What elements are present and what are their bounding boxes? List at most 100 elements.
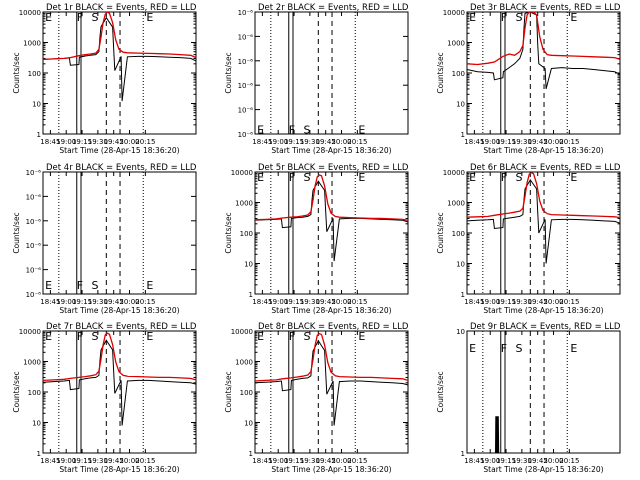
y-axis-label: Counts/sec bbox=[12, 371, 21, 412]
y-tick-label: 100 bbox=[28, 70, 41, 78]
y-axis-label: Counts/sec bbox=[12, 52, 21, 93]
phase-marker-S: S bbox=[516, 171, 523, 184]
x-tick-label: 19:30 bbox=[88, 298, 108, 306]
x-tick-label: 20:15 bbox=[347, 457, 367, 465]
x-tick-label: 20:00 bbox=[331, 457, 351, 465]
panel-title: Det 2r BLACK = Events, RED = LLD bbox=[258, 3, 409, 13]
x-axis-label: Start Time (28-Apr-15 18:36:20) bbox=[483, 146, 603, 155]
y-tick-label: 1 bbox=[249, 291, 253, 299]
x-tick-label: 18:45 bbox=[252, 138, 272, 146]
series-events-line bbox=[254, 180, 409, 262]
series-lld-line bbox=[42, 332, 197, 382]
panel-title: Det 4r BLACK = Events, RED = LLD bbox=[46, 163, 197, 173]
series-events-line bbox=[254, 339, 409, 426]
x-tick-label: 19:00 bbox=[56, 138, 76, 146]
x-tick-label: 20:15 bbox=[135, 457, 155, 465]
y-tick-label: 100 bbox=[240, 389, 253, 397]
y-axis-label: Counts/sec bbox=[436, 52, 445, 93]
x-tick-label: 20:15 bbox=[559, 138, 579, 146]
x-tick-label: 19:30 bbox=[512, 138, 532, 146]
phase-marker-E: E bbox=[469, 171, 476, 184]
y-tick-label: 1 bbox=[37, 450, 41, 458]
series-lld-line bbox=[42, 11, 197, 61]
x-tick-label: 19:15 bbox=[496, 298, 516, 306]
x-axis-label: Start Time (28-Apr-15 18:36:20) bbox=[271, 306, 391, 315]
y-tick-label: 1000 bbox=[235, 359, 253, 367]
phase-marker-S: S bbox=[92, 279, 99, 292]
y-tick-label: 10⁻⁶ bbox=[238, 131, 254, 139]
panel-title: Det 9r BLACK = Events, RED = LLD bbox=[470, 322, 621, 332]
plot-frame bbox=[254, 171, 409, 295]
x-tick-label: 20:00 bbox=[331, 298, 351, 306]
panel-det-4: Det 4r BLACK = Events, RED = LLD18:4519:… bbox=[12, 163, 197, 315]
x-tick-label: 19:15 bbox=[284, 138, 304, 146]
x-tick-label: 20:15 bbox=[135, 298, 155, 306]
y-axis-label: Counts/sec bbox=[224, 52, 233, 93]
phase-marker-S: S bbox=[304, 123, 311, 136]
x-tick-label: 19:45 bbox=[104, 298, 124, 306]
y-tick-label: 10000 bbox=[231, 328, 253, 336]
series-lld-line bbox=[254, 174, 409, 221]
x-tick-label: 19:15 bbox=[72, 138, 92, 146]
x-tick-label: 19:00 bbox=[268, 457, 288, 465]
panel-det-6: Det 6r BLACK = Events, RED = LLD18:4519:… bbox=[436, 163, 621, 315]
x-tick-label: 19:30 bbox=[512, 457, 532, 465]
y-tick-label: 1 bbox=[461, 131, 465, 139]
x-tick-label: 20:15 bbox=[347, 298, 367, 306]
y-tick-label: 1000 bbox=[23, 40, 41, 48]
x-tick-label: 19:00 bbox=[268, 138, 288, 146]
y-tick-label: 10⁻⁶ bbox=[238, 58, 254, 66]
y-axis-label: Counts/sec bbox=[436, 371, 445, 412]
x-tick-label: 19:45 bbox=[528, 457, 548, 465]
x-axis-label: Start Time (28-Apr-15 18:36:20) bbox=[271, 465, 391, 474]
y-tick-label: 10000 bbox=[19, 9, 41, 17]
phase-marker-E: E bbox=[358, 123, 365, 136]
panel-title: Det 6r BLACK = Events, RED = LLD bbox=[470, 163, 621, 173]
x-tick-label: 19:45 bbox=[528, 298, 548, 306]
x-tick-label: 18:45 bbox=[252, 298, 272, 306]
phase-marker-E: E bbox=[257, 171, 264, 184]
phase-marker-E: E bbox=[146, 11, 153, 24]
x-tick-label: 20:00 bbox=[543, 457, 563, 465]
phase-marker-S: S bbox=[92, 11, 99, 24]
x-tick-label: 19:30 bbox=[300, 298, 320, 306]
y-tick-label: 1 bbox=[461, 291, 465, 299]
phase-marker-F: F bbox=[77, 330, 83, 343]
y-tick-label: 1000 bbox=[235, 200, 253, 208]
x-tick-label: 20:15 bbox=[559, 457, 579, 465]
x-axis-label: Start Time (28-Apr-15 18:36:20) bbox=[271, 146, 391, 155]
panel-title: Det 3r BLACK = Events, RED = LLD bbox=[470, 3, 621, 13]
x-tick-label: 20:15 bbox=[347, 138, 367, 146]
y-tick-label: 10 bbox=[32, 101, 41, 109]
y-tick-label: 10⁻⁶ bbox=[26, 218, 42, 226]
panel-title: Det 8r BLACK = Events, RED = LLD bbox=[258, 322, 409, 332]
y-tick-label: 10⁻⁶ bbox=[238, 33, 254, 41]
phase-marker-E: E bbox=[570, 11, 577, 24]
y-tick-label: 10 bbox=[32, 420, 41, 428]
y-tick-label: 10⁻⁶ bbox=[238, 9, 254, 17]
plot-frame bbox=[466, 171, 621, 295]
x-tick-label: 19:15 bbox=[284, 298, 304, 306]
x-tick-label: 19:45 bbox=[316, 298, 336, 306]
phase-marker-F: F bbox=[289, 330, 295, 343]
y-tick-label: 1000 bbox=[23, 359, 41, 367]
x-tick-label: 18:45 bbox=[464, 138, 484, 146]
x-tick-label: 19:00 bbox=[56, 457, 76, 465]
phase-marker-F: F bbox=[77, 11, 83, 24]
plot-frame bbox=[42, 330, 197, 454]
y-tick-label: 1000 bbox=[447, 40, 465, 48]
panel-det-8: Det 8r BLACK = Events, RED = LLD18:4519:… bbox=[224, 322, 409, 474]
plot-frame bbox=[42, 171, 197, 295]
y-tick-label: 10000 bbox=[443, 169, 465, 177]
y-tick-label: 10⁻⁶ bbox=[26, 267, 42, 275]
y-axis-label: Counts/sec bbox=[224, 212, 233, 253]
series-lld-line bbox=[466, 11, 621, 66]
y-tick-label: 1 bbox=[461, 450, 465, 458]
phase-marker-E: E bbox=[358, 330, 365, 343]
x-tick-label: 19:45 bbox=[316, 457, 336, 465]
x-axis-label: Start Time (28-Apr-15 18:36:20) bbox=[59, 146, 179, 155]
y-tick-label: 10⁻⁶ bbox=[26, 242, 42, 250]
x-tick-label: 19:00 bbox=[268, 298, 288, 306]
plot-frame bbox=[466, 330, 621, 454]
